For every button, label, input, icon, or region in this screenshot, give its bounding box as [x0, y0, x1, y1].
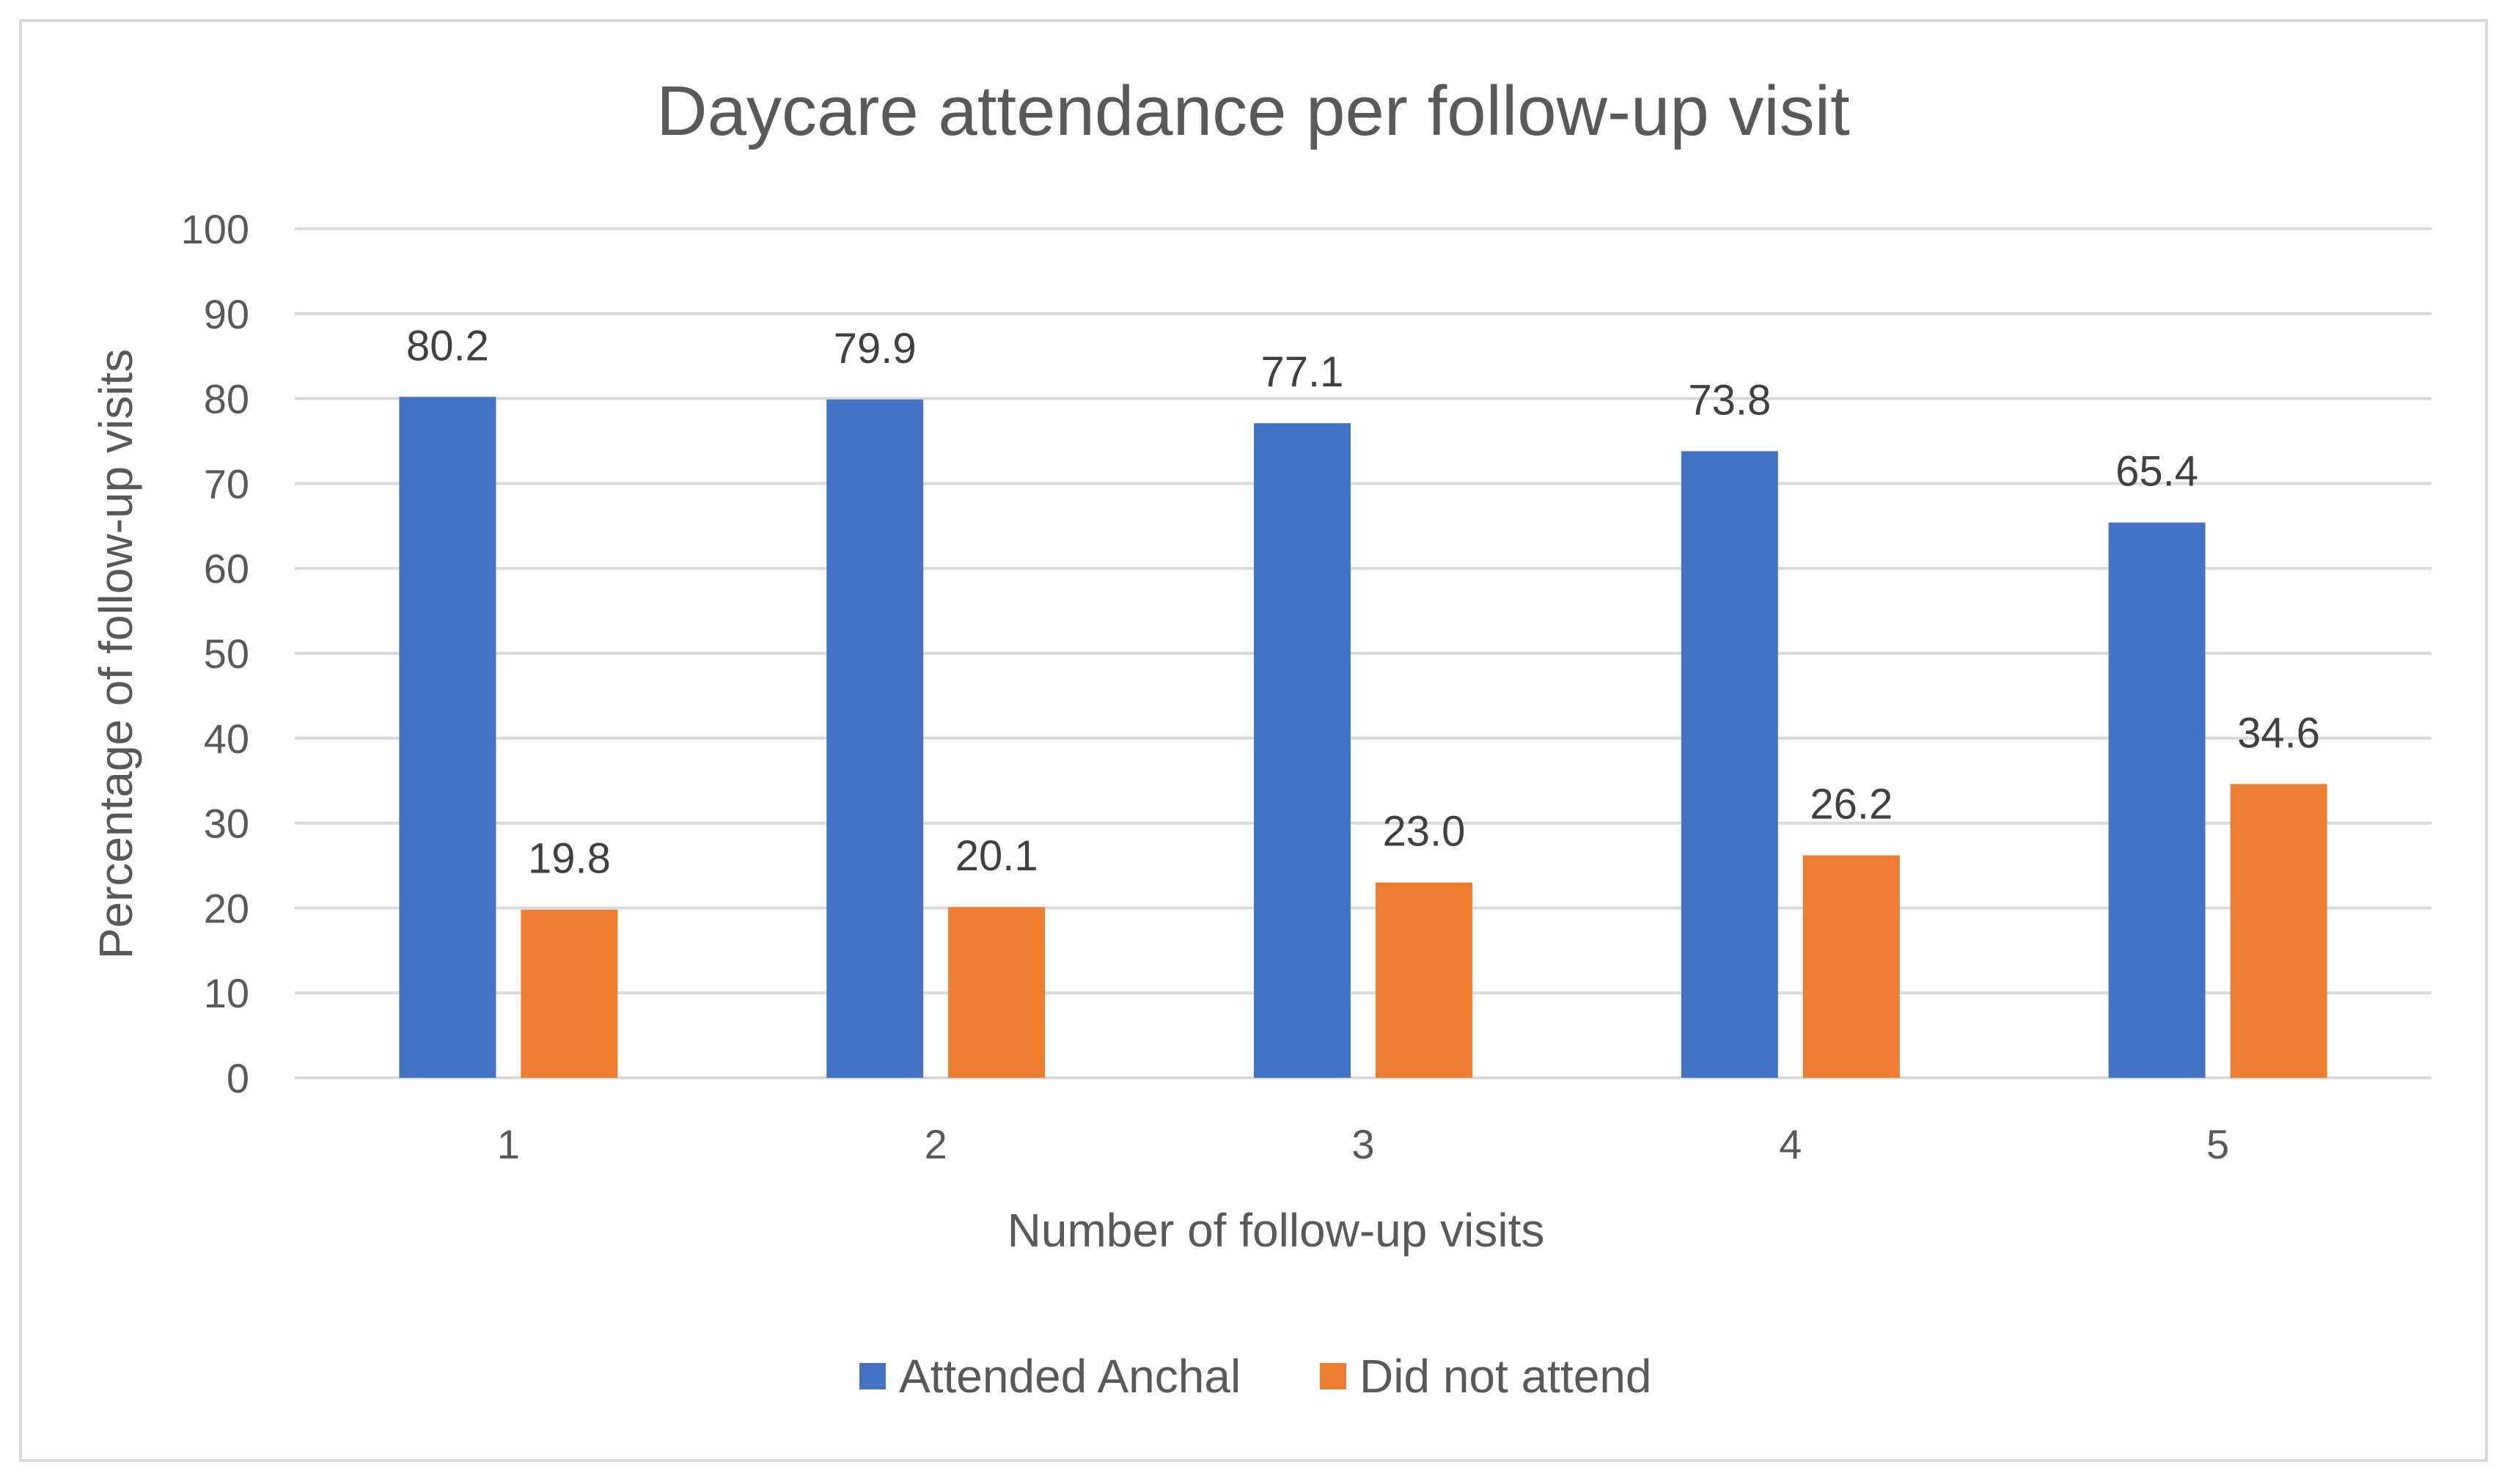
bar-did-not-attend-3 [1376, 882, 1472, 1078]
legend-swatch-did-not-attend [1320, 1363, 1346, 1389]
data-label: 65.4 [2115, 448, 2198, 496]
y-tick-label: 50 [204, 631, 249, 677]
bar-did-not-attend-1 [521, 909, 618, 1078]
y-tick-label: 20 [204, 885, 249, 931]
x-tick-label: 3 [1351, 1121, 1374, 1167]
bar-did-not-attend-2 [948, 907, 1046, 1078]
data-labels: 80.2 19.8 79.9 20.1 77.1 23.0 73.8 26.2 65.4 34.6 [406, 322, 2320, 882]
gridlines [295, 227, 2431, 1079]
bar-did-not-attend-5 [2230, 784, 2327, 1078]
y-tick-label: 60 [204, 546, 249, 592]
legend: Attended Anchal Did not attend [859, 1350, 1652, 1403]
data-label: 23.0 [1383, 808, 1466, 856]
bar-attended-anchal-1 [399, 397, 496, 1078]
y-tick-label: 90 [204, 291, 249, 337]
bar-attended-anchal-5 [2108, 522, 2206, 1078]
y-tick-label: 100 [181, 206, 249, 252]
x-tick-label: 2 [925, 1121, 947, 1167]
x-tick-label: 4 [1779, 1121, 1802, 1167]
bar-attended-anchal-4 [1681, 451, 1778, 1078]
data-label: 20.1 [955, 832, 1038, 880]
legend-label-did-not-attend: Did not attend [1359, 1350, 1652, 1403]
bar-attended-anchal-2 [826, 399, 924, 1078]
y-tick-label: 0 [227, 1055, 249, 1101]
chart-title: Daycare attendance per follow-up visit [656, 72, 1850, 150]
x-axis-title: Number of follow-up visits [1007, 1204, 1545, 1257]
legend-label-attended-anchal: Attended Anchal [899, 1350, 1241, 1403]
y-tick-label: 80 [204, 376, 249, 422]
bar-attended-anchal-3 [1254, 423, 1351, 1078]
bars [399, 397, 2327, 1078]
y-tick-label: 70 [204, 460, 249, 507]
y-tick-label: 10 [204, 970, 249, 1016]
bar-did-not-attend-4 [1802, 855, 1900, 1078]
data-label: 77.1 [1261, 348, 1344, 396]
x-tick-label: 1 [497, 1121, 520, 1167]
y-axis-ticks: 0 10 20 30 40 50 60 70 80 90 100 [181, 206, 249, 1101]
x-axis-ticks: 1 2 3 4 5 [497, 1121, 2229, 1167]
legend-swatch-attended-anchal [859, 1363, 886, 1389]
data-label: 79.9 [834, 325, 917, 372]
data-label: 80.2 [406, 322, 489, 370]
y-axis-title: Percentage of follow-up visits [89, 349, 142, 959]
data-label: 19.8 [528, 835, 611, 883]
y-tick-label: 30 [204, 801, 249, 847]
data-label: 73.8 [1688, 376, 1771, 424]
data-label: 34.6 [2237, 709, 2320, 757]
x-tick-label: 5 [2206, 1121, 2229, 1167]
data-label: 26.2 [1810, 781, 1893, 829]
y-tick-label: 40 [204, 716, 249, 762]
